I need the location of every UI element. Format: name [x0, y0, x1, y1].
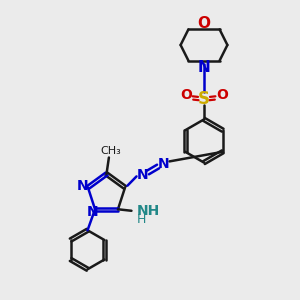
Text: N: N [158, 158, 169, 171]
Text: N: N [137, 168, 148, 182]
Text: NH: NH [137, 204, 160, 218]
Text: N: N [198, 60, 210, 75]
Text: N: N [87, 205, 98, 219]
Text: O: O [180, 88, 192, 102]
Text: O: O [197, 16, 211, 32]
Text: N: N [77, 179, 88, 193]
Text: S: S [198, 90, 210, 108]
Text: H: H [137, 213, 146, 226]
Text: CH₃: CH₃ [100, 146, 121, 157]
Text: O: O [216, 88, 228, 102]
